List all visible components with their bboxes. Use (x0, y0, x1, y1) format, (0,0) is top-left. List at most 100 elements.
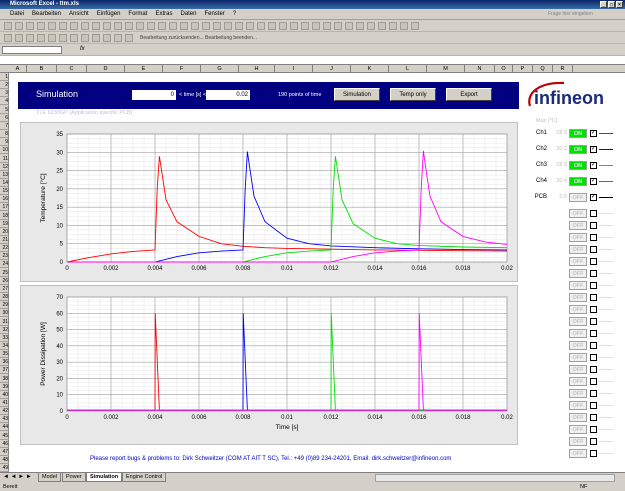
spare-checkbox[interactable] (590, 294, 597, 301)
toolbar-button-icon[interactable] (114, 22, 122, 30)
row-header[interactable]: 34 (0, 342, 9, 350)
column-header[interactable]: Q (533, 65, 553, 73)
row-header[interactable]: 13 (0, 171, 9, 179)
menu-bearbeiten[interactable]: Bearbeiten (32, 11, 62, 17)
toolbar-button-icon[interactable] (202, 22, 210, 30)
row-header[interactable]: 14 (0, 179, 9, 187)
toolbar-button-icon[interactable] (345, 22, 353, 30)
maximize-button[interactable]: □ (608, 1, 615, 8)
row-header[interactable]: 27 (0, 285, 9, 293)
spare-checkbox[interactable] (590, 270, 597, 277)
spare-checkbox[interactable] (590, 342, 597, 349)
column-header[interactable]: C (57, 65, 87, 73)
row-header[interactable]: 41 (0, 399, 9, 407)
toolbar-button-icon[interactable] (70, 34, 78, 42)
row-header[interactable]: 20 (0, 228, 9, 236)
spare-checkbox[interactable] (590, 306, 597, 313)
toolbar-button-icon[interactable] (26, 22, 34, 30)
toolbar-button-icon[interactable] (191, 22, 199, 30)
toolbar-button-icon[interactable] (81, 34, 89, 42)
row-header[interactable]: 1 (0, 73, 9, 81)
row-header[interactable]: 26 (0, 277, 9, 285)
row-header[interactable]: 45 (0, 432, 9, 440)
toolbar-button-icon[interactable] (103, 34, 111, 42)
spare-toggle-button[interactable]: OFF (569, 257, 587, 266)
row-header[interactable]: 23 (0, 252, 9, 261)
column-header[interactable]: E (125, 65, 163, 73)
toolbar-button-icon[interactable] (4, 34, 12, 42)
row-header[interactable]: 16 (0, 195, 9, 204)
spare-toggle-button[interactable]: OFF (569, 377, 587, 386)
row-header[interactable]: 28 (0, 293, 9, 302)
row-header[interactable]: 48 (0, 456, 9, 465)
tab-power[interactable]: Power (62, 473, 86, 482)
toolbar-button-icon[interactable] (59, 22, 67, 30)
spare-toggle-button[interactable]: OFF (569, 329, 587, 338)
spare-toggle-button[interactable]: OFF (569, 305, 587, 314)
row-header[interactable]: 6 (0, 114, 9, 122)
spare-toggle-button[interactable]: OFF (569, 425, 587, 434)
spare-toggle-button[interactable]: OFF (569, 413, 587, 422)
spare-toggle-button[interactable]: OFF (569, 449, 587, 458)
column-header[interactable]: N (465, 65, 495, 73)
column-header[interactable]: P (513, 65, 533, 73)
spare-checkbox[interactable] (590, 378, 597, 385)
toolbar-button-icon[interactable] (312, 22, 320, 30)
toolbar-button-icon[interactable] (257, 22, 265, 30)
channel-checkbox[interactable]: ✓ (590, 146, 597, 153)
column-header[interactable]: D (87, 65, 125, 73)
review-text[interactable]: Bearbeitung zurücksenden... Bearbeitung … (140, 35, 258, 41)
spare-checkbox[interactable] (590, 318, 597, 325)
toolbar-button-icon[interactable] (70, 22, 78, 30)
toolbar-button-icon[interactable] (114, 34, 122, 42)
row-header[interactable]: 25 (0, 269, 9, 277)
toolbar-button-icon[interactable] (158, 22, 166, 30)
help-search-box[interactable]: Frage hier eingeben (548, 11, 593, 17)
toolbar-button-icon[interactable] (92, 34, 100, 42)
row-header[interactable]: 39 (0, 383, 9, 391)
row-header[interactable]: 22 (0, 244, 9, 253)
spare-checkbox[interactable] (590, 450, 597, 457)
menu-datei[interactable]: Datei (10, 11, 25, 17)
toolbar-button-icon[interactable] (147, 22, 155, 30)
toolbar-button-icon[interactable] (356, 22, 364, 30)
horizontal-scrollbar[interactable] (375, 474, 615, 482)
column-header[interactable]: L (389, 65, 427, 73)
row-header[interactable]: 18 (0, 212, 9, 220)
row-header[interactable]: 12 (0, 163, 9, 171)
spare-checkbox[interactable] (590, 282, 597, 289)
spare-toggle-button[interactable]: OFF (569, 401, 587, 410)
spare-toggle-button[interactable]: OFF (569, 437, 587, 446)
toolbar-button-icon[interactable] (301, 22, 309, 30)
menu-einfuegen[interactable]: Einfügen (96, 11, 121, 17)
channel-toggle-button[interactable]: ON (569, 145, 587, 154)
temp-only-button[interactable]: Temp only (390, 88, 436, 101)
toolbar-button-icon[interactable] (279, 22, 287, 30)
spare-toggle-button[interactable]: OFF (569, 221, 587, 230)
export-button[interactable]: Export (446, 88, 492, 101)
channel-checkbox[interactable]: ✓ (590, 178, 597, 185)
channel-checkbox[interactable]: ✓ (590, 194, 597, 201)
spare-toggle-button[interactable]: OFF (569, 341, 587, 350)
row-header[interactable]: 38 (0, 375, 9, 383)
toolbar-button-icon[interactable] (411, 22, 419, 30)
toolbar-button-icon[interactable] (59, 34, 67, 42)
spare-checkbox[interactable] (590, 234, 597, 241)
toolbar-button-icon[interactable] (4, 22, 12, 30)
spare-toggle-button[interactable]: OFF (569, 293, 587, 302)
toolbar-button-icon[interactable] (125, 22, 133, 30)
toolbar-button-icon[interactable] (246, 22, 254, 30)
toolbar-button-icon[interactable] (323, 22, 331, 30)
row-header[interactable]: 29 (0, 301, 9, 310)
spare-checkbox[interactable] (590, 390, 597, 397)
tab-engine-control[interactable]: Engine Control (122, 473, 167, 482)
toolbar-button-icon[interactable] (169, 22, 177, 30)
fx-icon[interactable]: fx (80, 46, 85, 52)
spare-checkbox[interactable] (590, 426, 597, 433)
spare-toggle-button[interactable]: OFF (569, 353, 587, 362)
column-header[interactable]: B (27, 65, 57, 73)
row-header[interactable]: 31 (0, 318, 9, 326)
time-max-input[interactable]: 0.02 (206, 90, 250, 100)
toolbar-button-icon[interactable] (37, 34, 45, 42)
toolbar-button-icon[interactable] (389, 22, 397, 30)
